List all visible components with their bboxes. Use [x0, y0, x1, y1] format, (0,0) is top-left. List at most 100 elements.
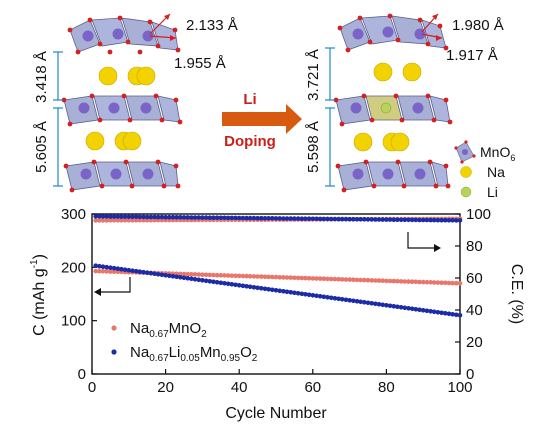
data-point: [137, 269, 143, 275]
data-point: [178, 271, 183, 277]
data-point: [424, 217, 430, 223]
data-point: [376, 302, 382, 307]
li-legend-icon: [460, 186, 472, 198]
data-point: [244, 284, 249, 289]
data-point: [122, 218, 128, 223]
data-point: [251, 215, 257, 221]
data-point: [387, 278, 393, 284]
data-point: [225, 281, 231, 287]
data-point: [189, 272, 194, 277]
data-point: [450, 312, 455, 317]
data-point: [457, 218, 463, 223]
data-point: [122, 214, 128, 219]
data-point: [328, 216, 334, 222]
right-axis-arrowhead: [434, 244, 441, 252]
data-point: [167, 273, 172, 279]
na-legend-label: Na: [487, 164, 505, 180]
structure-legend: MnO6 Na Li: [454, 140, 515, 200]
data-point: [398, 305, 404, 310]
data-point: [413, 217, 419, 223]
data-point: [369, 301, 375, 306]
data-point: [351, 216, 356, 222]
data-point: [288, 216, 294, 221]
data-point: [148, 214, 154, 220]
data-point: [321, 216, 327, 222]
data-point: [236, 215, 242, 221]
data-point: [277, 288, 283, 294]
right-dimension-lines: [325, 47, 335, 187]
data-point: [144, 270, 150, 276]
data-point: [288, 290, 294, 295]
li-doping-arrow: Li Doping: [222, 91, 302, 150]
data-point: [325, 295, 330, 300]
data-point: [222, 273, 227, 278]
y-right-tick-label: 100: [466, 206, 491, 223]
axis-indicator-arrows: [98, 232, 436, 293]
data-point: [251, 285, 257, 290]
data-point: [196, 277, 201, 283]
data-point: [170, 274, 176, 279]
data-point: [214, 280, 220, 285]
data-point: [406, 306, 411, 311]
data-point: [229, 273, 235, 279]
data-point: [431, 309, 437, 315]
data-point: [137, 217, 143, 223]
data-point: [97, 218, 102, 223]
data-point: [207, 272, 213, 278]
left-layer-label: 5.605 Å: [33, 121, 50, 173]
data-point: [93, 218, 98, 223]
data-point: [222, 215, 227, 221]
right-bond-short-label: 1.917 Å: [446, 47, 498, 64]
data-point: [339, 277, 345, 282]
right-interlayer-label: 3.721 Å: [305, 49, 322, 101]
left-interlayer-label: 3.418 Å: [33, 51, 50, 103]
right-na-layer-2: [353, 132, 410, 152]
right-bond-long-label: 1.980 Å: [452, 17, 504, 34]
data-point: [104, 264, 109, 270]
data-point: [387, 303, 393, 309]
right-na-layer-1: [373, 62, 422, 82]
data-point: [189, 276, 194, 282]
y-right-tick-label: 80: [466, 238, 483, 255]
data-point: [281, 275, 286, 280]
data-point: [229, 282, 235, 287]
data-point: [255, 285, 260, 291]
data-point: [207, 279, 213, 284]
left-na-layer-2: [85, 131, 142, 151]
data-point: [420, 217, 426, 223]
li-legend-label: Li: [487, 184, 498, 200]
data-point: [380, 278, 386, 284]
data-point: [369, 278, 375, 283]
data-point: [321, 294, 327, 300]
y-right-tick-label: 0: [466, 366, 474, 383]
data-point: [262, 274, 268, 280]
left-dimension-lines: [53, 51, 63, 187]
data-point: [420, 279, 426, 285]
data-point: [185, 215, 190, 220]
data-point: [347, 298, 352, 303]
left-structure: 3.418 Å 5.605 Å 2.133 Å 1.955 Å: [33, 13, 238, 193]
legend-marker-doped: [111, 349, 117, 355]
na-legend-icon: [460, 166, 472, 178]
data-point: [347, 277, 352, 282]
data-point: [420, 308, 426, 313]
data-point: [211, 279, 216, 285]
left-axis-arrowhead: [94, 288, 101, 296]
data-point: [240, 283, 246, 289]
data-point: [317, 216, 323, 222]
data-point: [398, 279, 404, 284]
data-point: [454, 280, 459, 286]
data-point: [97, 268, 102, 274]
data-point: [391, 278, 397, 284]
data-point: [384, 303, 389, 308]
y-axis-left-title: C (mAh g-1): [29, 254, 48, 336]
data-point: [108, 269, 113, 274]
data-point: [148, 270, 154, 276]
data-point: [450, 280, 455, 286]
data-point: [273, 216, 279, 221]
data-point: [339, 297, 345, 302]
data-point: [391, 304, 397, 309]
data-point: [111, 214, 117, 219]
